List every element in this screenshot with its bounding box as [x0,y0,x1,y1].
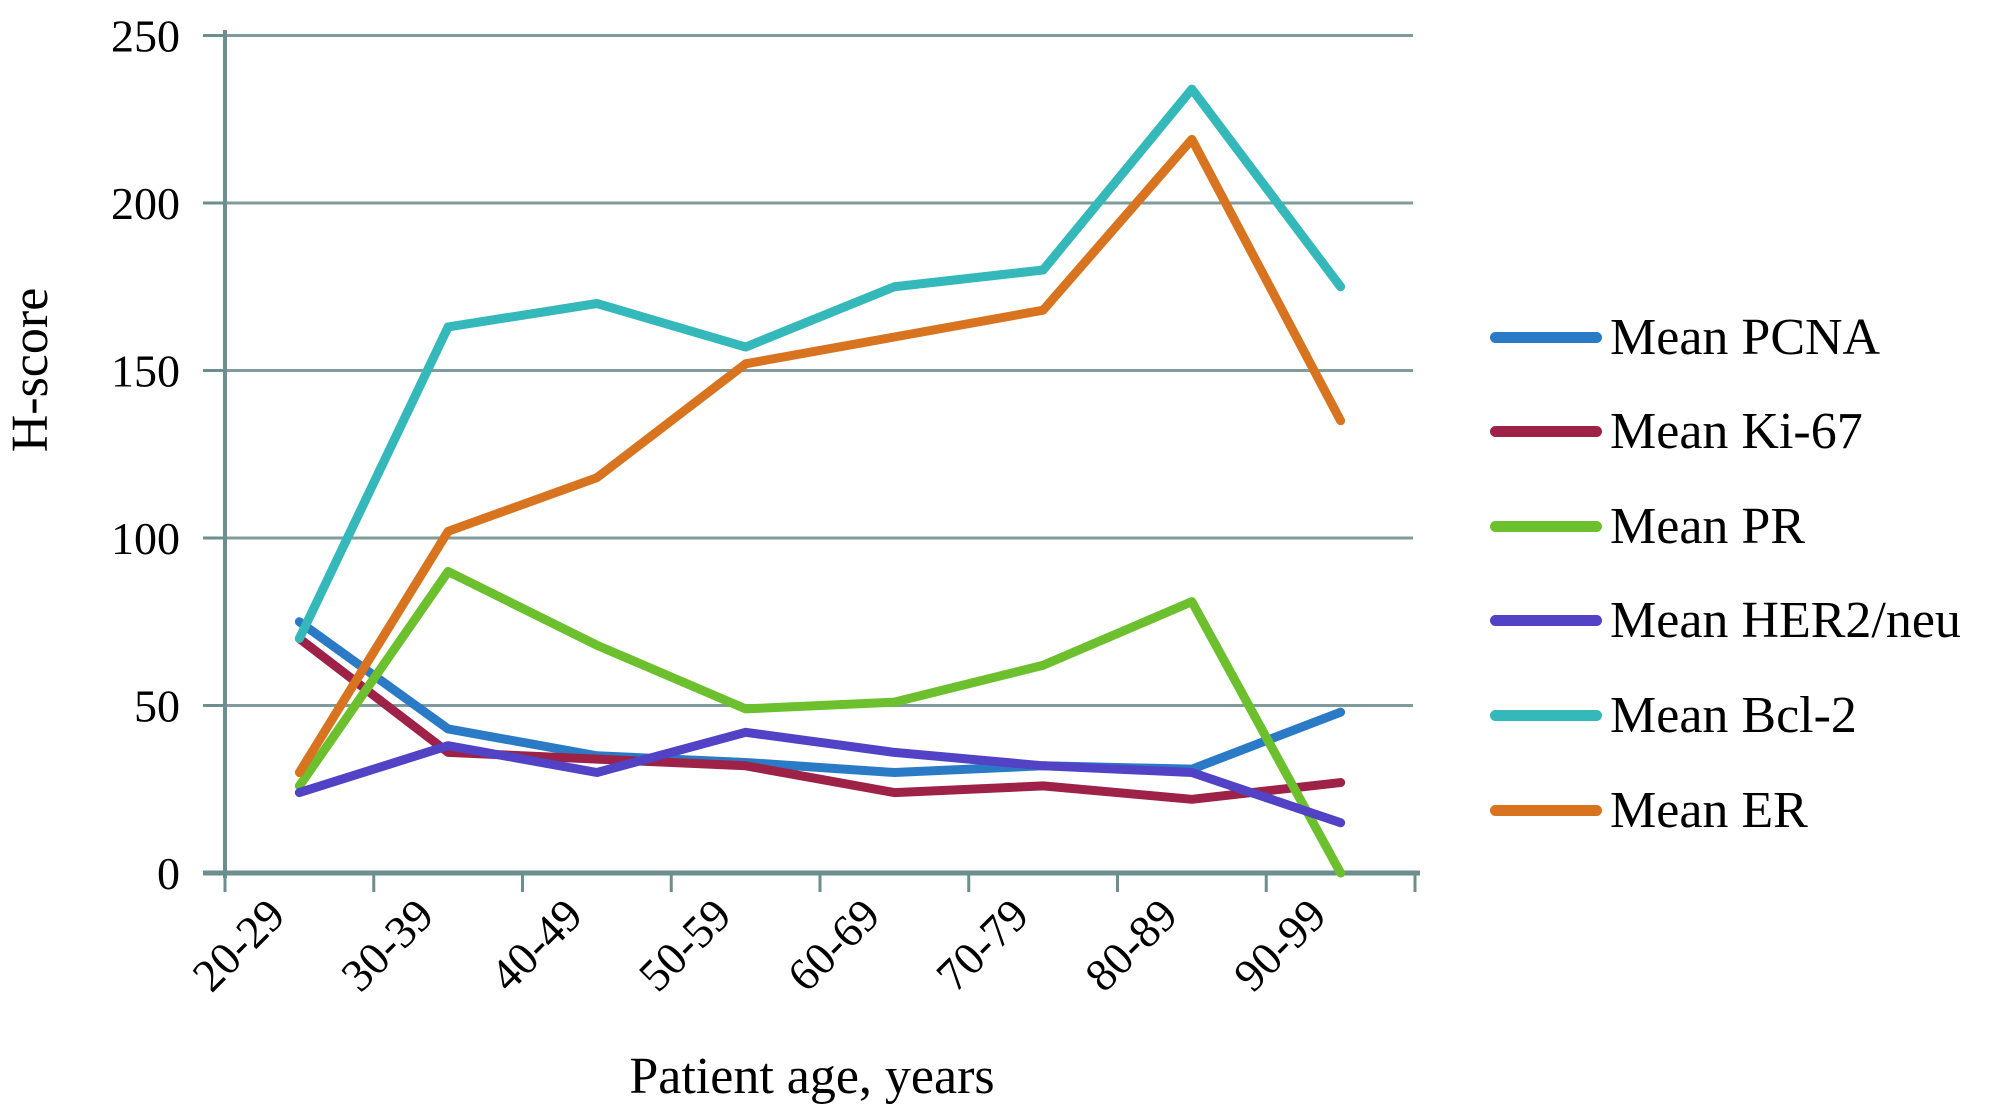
y-tick-label: 100 [111,513,180,564]
legend-label: Mean HER2/neu [1610,592,1961,650]
legend-swatch [1490,520,1602,532]
legend-label: Mean Ki-67 [1610,403,1863,461]
x-tick-label: 70-79 [926,889,1038,1001]
y-axis-title: H-score [2,287,59,453]
x-axis-title: Patient age, years [629,1048,995,1105]
legend-item-mean-ki-67: Mean Ki-67 [1483,385,1863,479]
x-tick-label: 60-69 [777,889,889,1001]
series-line-mean-pr [294,567,1346,878]
x-tick-label: 20-29 [182,889,294,1001]
y-tick-label: 200 [111,178,180,229]
series-line-mean-her2-neu [294,727,1346,828]
legend-item-mean-pcna: Mean PCNA [1483,290,1880,384]
legend-label: Mean PR [1610,497,1805,555]
y-tick-label: 0 [157,848,180,899]
y-tick-label: 50 [134,681,180,732]
legend-label: Mean PCNA [1610,308,1881,366]
legend-swatch [1490,804,1602,816]
legend-label: Mean ER [1610,781,1808,839]
legend-swatch [1490,615,1602,627]
legend-item-mean-bcl-2: Mean Bcl-2 [1483,668,1857,762]
legend-swatch [1490,709,1602,721]
legend-item-mean-er: Mean ER [1483,763,1808,857]
x-tick-label: 90-99 [1224,889,1336,1001]
x-tick-label: 50-59 [629,889,741,1001]
y-tick-label: 250 [111,11,180,62]
x-tick-label: 40-49 [480,889,592,1001]
legend-swatch [1490,331,1602,343]
legend-swatch [1490,426,1602,438]
series-line-mean-er [294,134,1346,777]
legend-label: Mean Bcl-2 [1610,686,1857,744]
legend: Mean PCNA Mean Ki-67 Mean PR Mean HER2/neu M… [1483,0,2003,1116]
x-tick-label: 30-39 [331,889,443,1001]
y-tick-label: 150 [111,346,180,397]
legend-item-mean-pr: Mean PR [1483,479,1805,573]
legend-item-mean-her2-neu: Mean HER2/neu [1483,574,1961,668]
series-line-mean-bcl-2 [294,84,1346,643]
x-tick-label: 80-89 [1075,889,1187,1001]
